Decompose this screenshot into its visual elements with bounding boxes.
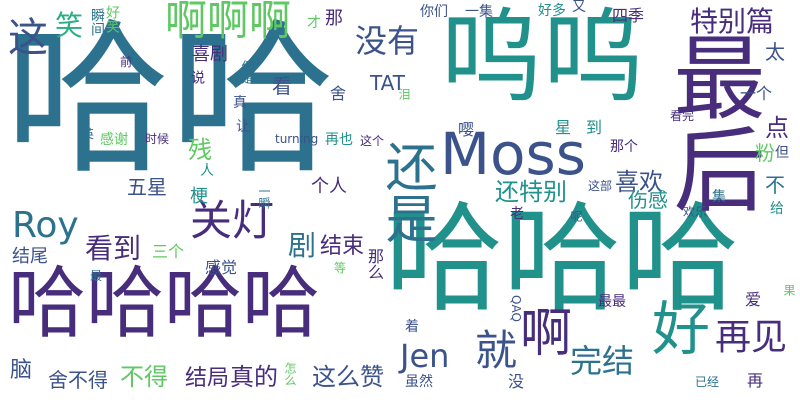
cloud-word: 伤感 [628, 188, 668, 212]
cloud-word: 还特别 [495, 178, 567, 206]
cloud-word: 最最 [598, 294, 626, 310]
cloud-word: 剧 [288, 229, 317, 262]
cloud-word: 呢 [569, 210, 583, 222]
cloud-word: 给 [770, 201, 784, 217]
cloud-word: 没有 [355, 22, 420, 60]
cloud-word: 结局 [185, 366, 230, 391]
cloud-word: 一个 [740, 84, 773, 103]
cloud-word: 太 [765, 40, 785, 64]
cloud-word: 完结 [570, 342, 635, 380]
cloud-word: 那个 [610, 139, 638, 155]
cloud-word: 就 [475, 326, 518, 375]
cloud-word: 但是 [240, 60, 254, 84]
cloud-word: 好多 [538, 3, 566, 19]
cloud-word: 啊 [520, 304, 573, 364]
cloud-word: 再见 [715, 317, 788, 358]
cloud-word: 已经 [695, 375, 720, 389]
cloud-word: 关灯 [190, 196, 275, 245]
cloud-word: 看完 [670, 109, 695, 123]
cloud-word: 一瞬 [257, 185, 271, 209]
cloud-word: 不得 [120, 363, 168, 391]
cloud-word: 欢乐 [683, 205, 708, 219]
cloud-word: 说 [189, 70, 205, 84]
cloud-word: 泪 [397, 88, 411, 100]
cloud-word: 梗 [190, 186, 208, 207]
cloud-word: 嘤 [458, 120, 475, 139]
cloud-word: 点 [765, 114, 789, 142]
cloud-word: 好笑 [104, 5, 120, 33]
cloud-word: 哈哈哈 [385, 190, 740, 328]
cloud-word: 看到 [85, 232, 142, 265]
cloud-word: 才 [307, 15, 321, 31]
cloud-word: 爱 [745, 290, 762, 309]
cloud-word: 脑 [10, 358, 33, 383]
cloud-word: Jen [400, 337, 450, 375]
cloud-word: 个人 [311, 176, 347, 197]
cloud-word: turning [275, 132, 319, 146]
cloud-word: 等 [334, 261, 347, 275]
cloud-word: TAT [370, 71, 406, 95]
cloud-word: 感觉 [205, 258, 238, 277]
cloud-word: QAQ [509, 295, 523, 322]
cloud-word: 再也 [325, 132, 353, 148]
cloud-word: 感谢 [100, 132, 128, 148]
cloud-word: 三个 [152, 242, 185, 261]
cloud-word: 再 [744, 372, 763, 388]
cloud-word: 人 [200, 163, 214, 179]
cloud-word: 没 [508, 372, 525, 391]
cloud-word: 让 [236, 119, 250, 135]
cloud-word: 一集 [465, 4, 493, 20]
cloud-word: 时候 [145, 132, 170, 146]
cloud-word: 好 [652, 295, 711, 363]
cloud-word: 老 [510, 206, 524, 222]
cloud-word: 虽然 [405, 374, 433, 390]
cloud-word: 英 [82, 127, 95, 141]
cloud-word: 结尾 [12, 246, 48, 267]
cloud-word: 这个 [360, 134, 385, 148]
cloud-word: 那么 [365, 248, 384, 280]
cloud-word: 喜欢 [615, 168, 663, 196]
cloud-word: 你们 [420, 4, 448, 20]
cloud-word: 但 [775, 145, 789, 161]
cloud-word: 着 [405, 319, 419, 335]
cloud-word: 还是 [376, 140, 436, 244]
cloud-word: 集 [712, 189, 726, 205]
cloud-word: 笑 [55, 9, 84, 42]
cloud-word: 这部 [588, 179, 613, 193]
cloud-word: 四季 [612, 6, 645, 25]
cloud-word: 五星 [127, 175, 167, 199]
cloud-word: 啊啊啊 [165, 0, 292, 45]
cloud-word: 这么赞 [312, 363, 384, 391]
cloud-word: 真的 [230, 363, 278, 391]
cloud-word: 那 [325, 8, 343, 29]
cloud-word: 前 [120, 55, 133, 69]
cloud-word: 残 [188, 136, 212, 164]
cloud-word: 这 [8, 15, 48, 61]
cloud-word: 哈哈哈哈 [8, 259, 321, 349]
cloud-word: 果 [782, 284, 796, 296]
cloud-word: 特别篇 [690, 5, 775, 38]
cloud-word: 瞬间 [89, 8, 105, 36]
cloud-word: 又 [572, 0, 586, 15]
cloud-word: 喜剧 [192, 44, 228, 65]
cloud-word: 粉 [755, 141, 775, 165]
cloud-word: 真 [233, 95, 247, 111]
cloud-word: 到 [586, 118, 603, 137]
cloud-word: Roy [12, 205, 79, 246]
cloud-word: 不 [765, 173, 785, 197]
cloud-word: 最 [90, 269, 103, 283]
cloud-word: 哈哈 [5, 4, 335, 196]
cloud-word: 舍不得 [48, 368, 108, 392]
cloud-word: 结束 [320, 234, 365, 259]
cloud-word: Moss [440, 120, 586, 188]
cloud-word: 最后 [658, 30, 765, 214]
cloud-word: 呜呜 [440, 0, 644, 118]
cloud-word: 看 [272, 74, 292, 98]
cloud-word: 怎么 [283, 362, 297, 386]
cloud-word: 星 [555, 118, 572, 137]
cloud-word: 舍 [330, 84, 347, 103]
